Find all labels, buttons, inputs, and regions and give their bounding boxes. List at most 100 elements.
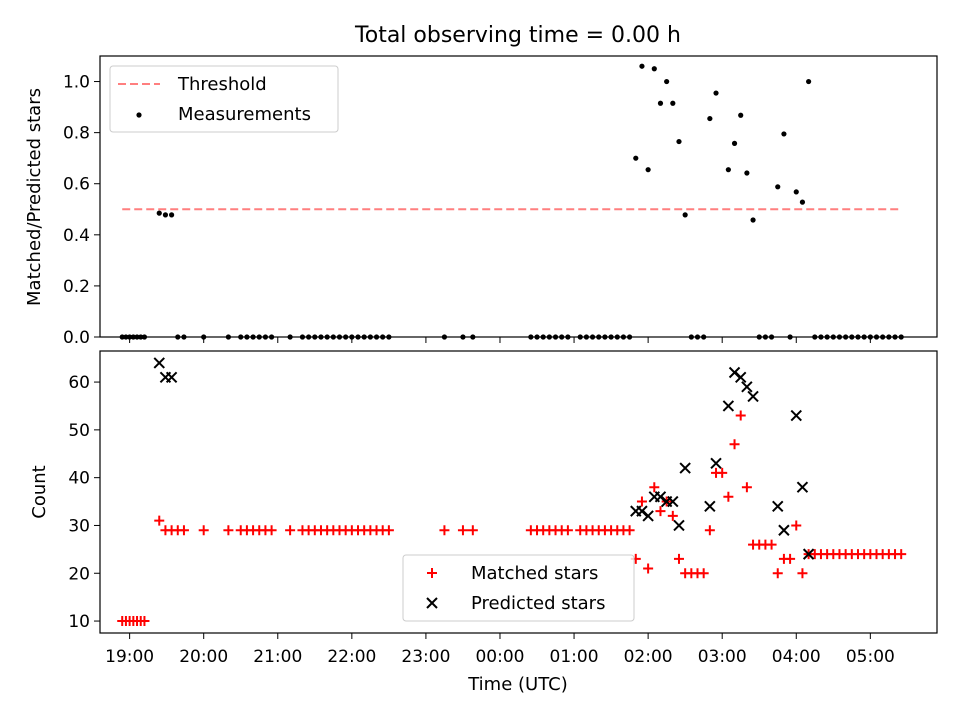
legend-measurements-label: Measurements [178, 104, 311, 125]
measurement-point [806, 78, 812, 85]
legend-predicted-marker [426, 597, 438, 609]
predicted-star-point [778, 524, 790, 536]
matched-star-point [673, 553, 684, 564]
predicted-star-point [642, 510, 654, 522]
measurement-point [639, 63, 645, 69]
measurement-point [744, 170, 750, 176]
legend-matched-label: Matched stars [471, 563, 598, 584]
top-chart-title: Total observing time = 0.00 h [354, 23, 681, 48]
bottom-x-axis-label: Time (UTC) [467, 674, 568, 695]
predicted-star-point [722, 400, 735, 412]
matched-star-point [741, 482, 752, 493]
matched-star-point [178, 525, 189, 536]
matched-star-point [266, 525, 277, 536]
predicted-star-point [796, 481, 809, 493]
matched-star-point [624, 525, 635, 536]
predicted-star-point [710, 457, 722, 470]
predicted-star-point [735, 371, 747, 383]
matched-star-point [655, 506, 666, 517]
bottom-legend: Matched stars Predicted stars [402, 554, 635, 622]
matched-star-point [717, 467, 728, 478]
measurement-point [169, 212, 175, 218]
predicted-star-point [667, 495, 679, 508]
matched-star-point [797, 568, 808, 579]
measurement-point [713, 90, 719, 96]
bottom-plot-area [117, 357, 907, 627]
top-y-axis-label: Matched/Predicted stars [24, 88, 45, 306]
bottom-x-tick-label: 01:00 [550, 647, 599, 667]
legend-predicted-label: Predicted stars [471, 593, 605, 614]
matched-star-point [698, 568, 709, 579]
measurement-point [682, 212, 688, 218]
matched-star-point [729, 439, 740, 450]
bottom-x-tick-label: 03:00 [698, 647, 747, 667]
matched-star-point [896, 549, 907, 560]
matched-star-point [785, 553, 796, 564]
matched-star-point [223, 525, 234, 536]
legend-matched-swatch [427, 568, 437, 578]
bottom-y-tick-label: 40 [68, 469, 90, 489]
bottom-x-tick-label: 00:00 [475, 647, 524, 667]
matched-star-point [735, 410, 746, 421]
predicted-star-point [790, 409, 802, 422]
matched-star-point [643, 563, 654, 574]
measurement-point [781, 131, 787, 137]
matched-star-point [649, 482, 660, 493]
predicted-star-point [679, 462, 691, 474]
predicted-star-point [165, 371, 178, 383]
bottom-x-tick-label: 22:00 [327, 647, 376, 667]
top-y-tick-label: 0.4 [63, 226, 90, 246]
top-y-axis: 0.0 0.2 0.4 0.6 0.8 1.0 [63, 73, 100, 348]
measurement-point [793, 189, 799, 195]
matched-star-point [772, 568, 783, 579]
top-y-tick-label: 0.2 [63, 277, 90, 297]
matched-star-point [139, 616, 150, 627]
matched-star-point [723, 491, 734, 502]
matched-star-point [562, 525, 573, 536]
predicted-star-point [153, 357, 165, 369]
top-y-tick-label: 0.8 [63, 124, 90, 144]
measurement-point [725, 167, 731, 173]
measurement-point [645, 167, 651, 173]
matched-star-point [154, 515, 165, 526]
measurement-point [657, 100, 664, 106]
legend-threshold-label: Threshold [177, 74, 267, 95]
bottom-x-axis: 19:00 20:00 21:00 22:00 23:00 00:00 01:00 02:00… [105, 633, 895, 667]
top-plot-area [119, 63, 904, 340]
matched-star-point [766, 539, 777, 550]
matched-star-point [439, 525, 450, 536]
measurement-point [156, 210, 162, 216]
bottom-x-tick-label: 21:00 [253, 647, 302, 667]
predicted-star-point [772, 500, 784, 513]
top-axes-frame [99, 55, 938, 338]
measurement-point [664, 78, 670, 85]
measurement-point [162, 212, 169, 218]
top-y-tick-label: 0.0 [63, 328, 90, 348]
matched-star-point [636, 496, 647, 507]
predicted-star-point [802, 548, 815, 560]
bottom-x-tick-label: 23:00 [401, 647, 450, 667]
matched-star-point [285, 525, 296, 536]
matched-star-point [467, 525, 478, 536]
predicted-star-point [704, 500, 716, 513]
top-y-tick-label: 1.0 [63, 73, 90, 93]
bottom-x-tick-label: 20:00 [179, 647, 228, 667]
legend-measurements-swatch [136, 112, 142, 118]
bottom-axes-frame [99, 350, 938, 634]
bottom-legend-frame [402, 554, 635, 622]
bottom-x-tick-label: 19:00 [105, 647, 154, 667]
measurement-point [676, 138, 682, 145]
bottom-y-tick-label: 30 [68, 516, 90, 536]
measurement-point [750, 217, 756, 223]
bottom-y-axis: 10 20 30 40 50 60 [68, 373, 100, 632]
top-x-axis-ticks [129, 337, 871, 343]
measurement-point [738, 112, 744, 118]
top-legend-frame [109, 65, 339, 133]
bottom-y-tick-label: 50 [68, 421, 90, 441]
measurement-point [633, 155, 639, 161]
predicted-star-point [673, 519, 685, 532]
bottom-y-tick-label: 10 [68, 612, 90, 632]
measurement-point [731, 140, 738, 146]
matched-star-point [791, 520, 802, 531]
